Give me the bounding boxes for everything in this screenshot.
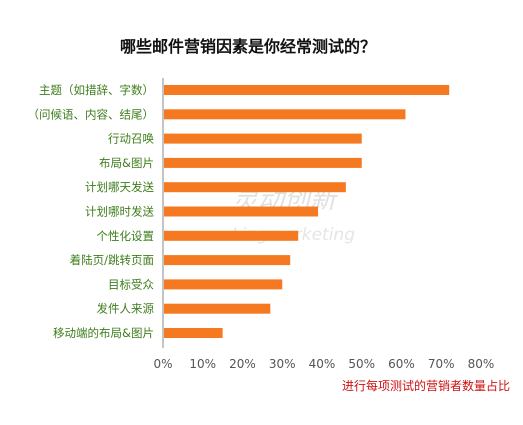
bar <box>164 255 291 266</box>
category-label: （问候语、内容、结尾） <box>28 107 155 121</box>
x-tick-label: 70% <box>428 357 455 371</box>
x-tick-label: 10% <box>189 357 216 371</box>
category-label: 计划哪天发送 <box>85 180 154 194</box>
bar <box>164 182 346 193</box>
x-tick-label: 80% <box>468 357 495 371</box>
bar <box>164 328 223 338</box>
category-label: 计划哪时发送 <box>85 205 154 219</box>
bar <box>164 206 319 217</box>
chart-title: 哪些邮件营销因素是你经常测试的？ <box>120 37 376 56</box>
x-tick-labels: 0% 10% 20% 30% 40% 50% 60% 70% 80% <box>153 357 494 371</box>
category-label: 着陆页/跳转页面 <box>70 253 154 267</box>
x-tick-label: 0% <box>153 357 172 371</box>
category-label: 个性化设置 <box>97 229 155 243</box>
category-label: 目标受众 <box>108 277 154 291</box>
category-labels: 主题（如措辞、字数） （问候语、内容、结尾） 行动召唤布局&图片计划哪天发送计划哪时… <box>28 83 155 340</box>
bar-group <box>164 85 450 338</box>
category-label: 发件人来源 <box>97 302 155 316</box>
category-label: 主题（如措辞、字数） <box>39 83 154 97</box>
bar <box>164 109 406 120</box>
category-label: 布局&图片 <box>99 156 154 170</box>
bar <box>164 157 362 168</box>
bar <box>164 303 271 314</box>
x-tick-label: 40% <box>309 357 336 371</box>
x-tick-label: 60% <box>388 357 415 371</box>
x-axis-label: 进行每项测试的营销者数量占比 <box>342 378 510 393</box>
category-label: 移动端的布局&图片 <box>53 326 154 340</box>
category-label: 行动召唤 <box>108 132 154 146</box>
x-tick-label: 30% <box>269 357 296 371</box>
x-tick-label: 20% <box>229 357 256 371</box>
bar <box>164 85 450 95</box>
bar <box>164 230 299 241</box>
x-tick-label: 50% <box>348 357 375 371</box>
bar <box>164 133 362 144</box>
bar <box>164 279 283 290</box>
